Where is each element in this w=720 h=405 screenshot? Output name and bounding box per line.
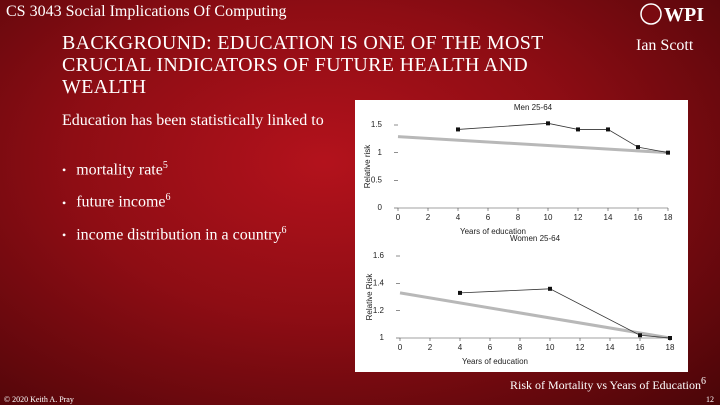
x-tick-label: 10 — [544, 213, 553, 222]
data-point — [668, 336, 672, 340]
bullet-text: mortality rate — [76, 161, 163, 179]
y-tick-label: 0.5 — [371, 175, 383, 184]
x-tick-label: 14 — [606, 343, 615, 352]
caption-text: Risk of Mortality vs Years of Education — [510, 378, 701, 392]
x-tick-label: 12 — [576, 343, 585, 352]
bullet-list: mortality rate5 future income6 income di… — [62, 160, 287, 257]
panel-title: Women 25-64 — [510, 234, 561, 243]
slide-title: BACKGROUND: EDUCATION IS ONE OF THE MOST… — [62, 32, 544, 98]
x-tick-label: 0 — [398, 343, 403, 352]
reference: 6 — [701, 376, 706, 387]
y-tick-label: 0 — [378, 203, 383, 212]
x-tick-label: 4 — [456, 213, 461, 222]
y-tick-label: 1 — [380, 333, 385, 342]
fit-line — [397, 135, 669, 155]
trend-line — [459, 288, 671, 339]
intro-text: Education has been statistically linked … — [62, 112, 324, 129]
x-tick-label: 14 — [604, 213, 613, 222]
data-point — [636, 145, 640, 150]
logo: WPI — [640, 3, 704, 26]
fit-line — [399, 291, 671, 340]
panel-title: Men 25-64 — [514, 103, 553, 112]
data-point — [546, 121, 550, 126]
y-tick-label: 1.5 — [371, 120, 383, 129]
x-tick-label: 18 — [664, 213, 673, 222]
x-tick-label: 16 — [636, 343, 645, 352]
y-tick-label: 1.6 — [373, 251, 385, 260]
x-tick-label: 16 — [634, 213, 643, 222]
data-point — [458, 290, 462, 295]
x-tick-label: 2 — [428, 343, 433, 352]
data-point — [638, 333, 642, 338]
x-axis-label: Years of education — [460, 227, 526, 236]
bullet: future income6 — [62, 192, 287, 211]
copyright: © 2020 Keith A. Pray — [4, 395, 74, 404]
logo-text: WPI — [664, 4, 704, 26]
x-tick-label: 8 — [516, 213, 521, 222]
x-tick-label: 10 — [546, 343, 555, 352]
x-tick-label: 0 — [396, 213, 401, 222]
x-tick-label: 8 — [518, 343, 523, 352]
y-axis-label: Relative risk — [363, 144, 372, 189]
bullet-text: future income — [76, 193, 166, 211]
data-point — [606, 127, 610, 132]
x-tick-label: 12 — [574, 213, 583, 222]
page-number: 12 — [706, 395, 714, 404]
data-point — [576, 127, 580, 132]
reference: 6 — [281, 224, 287, 236]
y-tick-label: 1 — [378, 148, 383, 157]
x-tick-label: 2 — [426, 213, 431, 222]
course-name: CS 3043 Social Implications Of Computing — [6, 3, 287, 20]
figure: Men 25-64 Years of education Relative risk… — [355, 100, 688, 372]
x-axis-label: Years of education — [462, 357, 528, 366]
author: Ian Scott — [636, 37, 694, 54]
trend-line — [457, 122, 669, 154]
figure-caption: Risk of Mortality vs Years of Education6 — [510, 376, 706, 393]
bullet-text: income distribution in a country — [76, 225, 282, 243]
data-point — [666, 150, 670, 155]
data-point — [456, 127, 460, 132]
x-tick-label: 18 — [666, 343, 675, 352]
bullet: income distribution in a country6 — [62, 224, 287, 244]
data-point — [548, 286, 552, 291]
reference: 6 — [165, 192, 171, 204]
bullet: mortality rate5 — [62, 160, 287, 179]
y-tick-label: 1.2 — [373, 306, 385, 315]
reference: 5 — [162, 160, 168, 171]
x-tick-label: 6 — [488, 343, 493, 352]
x-tick-label: 4 — [458, 343, 463, 352]
x-tick-label: 6 — [486, 213, 491, 222]
y-axis-label: Relative Risk — [365, 273, 374, 321]
seal — [640, 3, 662, 25]
y-tick-label: 1.4 — [373, 278, 385, 287]
